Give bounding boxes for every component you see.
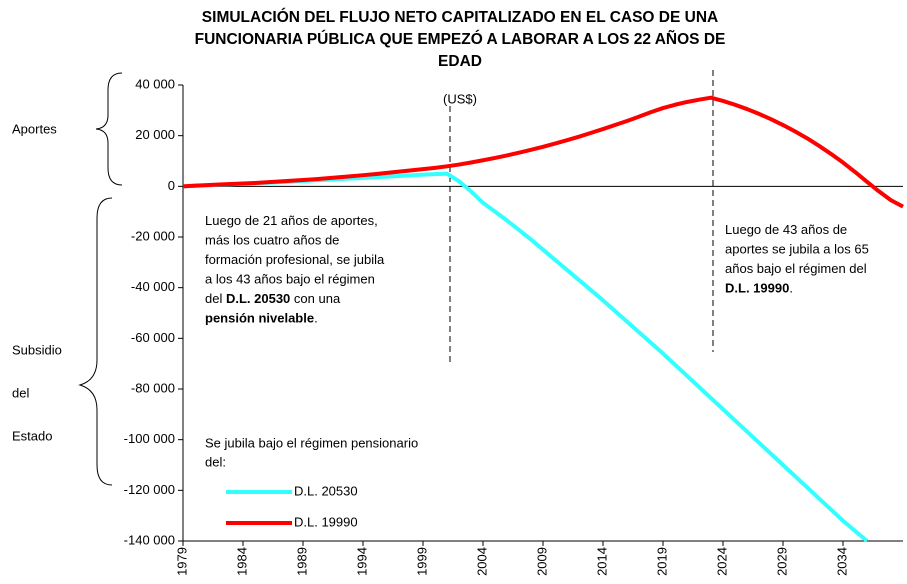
legend-title: Se jubila bajo el régimen pensionario [205,435,418,450]
annotation-text: . [789,281,793,296]
chart-title: EDAD [438,53,482,70]
x-tick-label: 2014 [594,547,609,576]
x-tick-label: 2024 [714,547,729,576]
annotation: del D.L. 20530 con una [205,291,341,306]
legend-label: D.L. 20530 [294,483,358,498]
annotation-text: Luego de 21 años de aportes, [205,213,378,228]
annotation: aportes se jubila a los 65 [725,242,869,257]
annotation: Luego de 21 años de aportes, [205,213,378,228]
y-tick-label: -100 000 [124,431,175,446]
side-label: Subsidio [12,342,62,357]
x-tick-label: 2029 [774,547,789,576]
x-tick-label: 1989 [294,547,309,576]
x-tick-label: 1979 [174,547,189,576]
chart-subtitle: (US$) [443,91,477,106]
annotation-text: a los 43 años bajo el régimen [205,272,375,287]
brace [78,197,113,486]
side-label: del [12,385,29,400]
annotation-text: Luego de 43 años de [725,222,847,237]
y-tick-label: -20 000 [131,228,175,243]
x-tick-label: 2009 [534,547,549,576]
annotation: más los cuatro años de [205,233,339,248]
annotation-text: con una [290,291,341,306]
annotation-text: más los cuatro años de [205,233,339,248]
x-tick-label: 1984 [234,547,249,576]
y-tick-label: -60 000 [131,330,175,345]
x-tick-label: 2019 [654,547,669,576]
side-label: Aportes [12,121,57,136]
x-tick-label: 2034 [834,547,849,576]
annotation: Luego de 43 años de [725,222,847,237]
annotation-text: D.L. 20530 [226,291,290,306]
y-tick-label: 0 [168,178,175,193]
y-tick-label: -140 000 [124,532,175,547]
chart-title: FUNCIONARIA PÚBLICA QUE EMPEZÓ A LABORAR… [195,30,726,48]
x-tick-label: 1994 [354,547,369,576]
annotation-text: pensión nivelable [205,311,314,326]
series-line [182,95,904,209]
annotation: años bajo el régimen del [725,261,867,276]
brace [95,72,123,186]
x-tick-label: 2004 [474,547,489,576]
y-tick-label: 40 000 [135,76,175,91]
chart-title: SIMULACIÓN DEL FLUJO NETO CAPITALIZADO E… [202,8,718,26]
legend-label: D.L. 19990 [294,514,358,529]
y-tick-label: -120 000 [124,482,175,497]
annotation-text: del [205,291,226,306]
annotation: pensión nivelable. [205,311,318,326]
x-tick-label: 1999 [414,547,429,576]
annotation-text: D.L. 19990 [725,281,789,296]
annotation: D.L. 19990. [725,281,793,296]
annotation-text: formación profesional, se jubila [205,252,385,267]
annotation: formación profesional, se jubila [205,252,385,267]
annotation-text: aportes se jubila a los 65 [725,242,869,257]
y-tick-label: 20 000 [135,127,175,142]
y-tick-label: -80 000 [131,380,175,395]
y-tick-label: -40 000 [131,279,175,294]
annotation-text: . [314,311,318,326]
annotation-text: años bajo el régimen del [725,261,867,276]
side-label: Estado [12,428,52,443]
annotation: a los 43 años bajo el régimen [205,272,375,287]
legend-title: del: [205,454,226,469]
